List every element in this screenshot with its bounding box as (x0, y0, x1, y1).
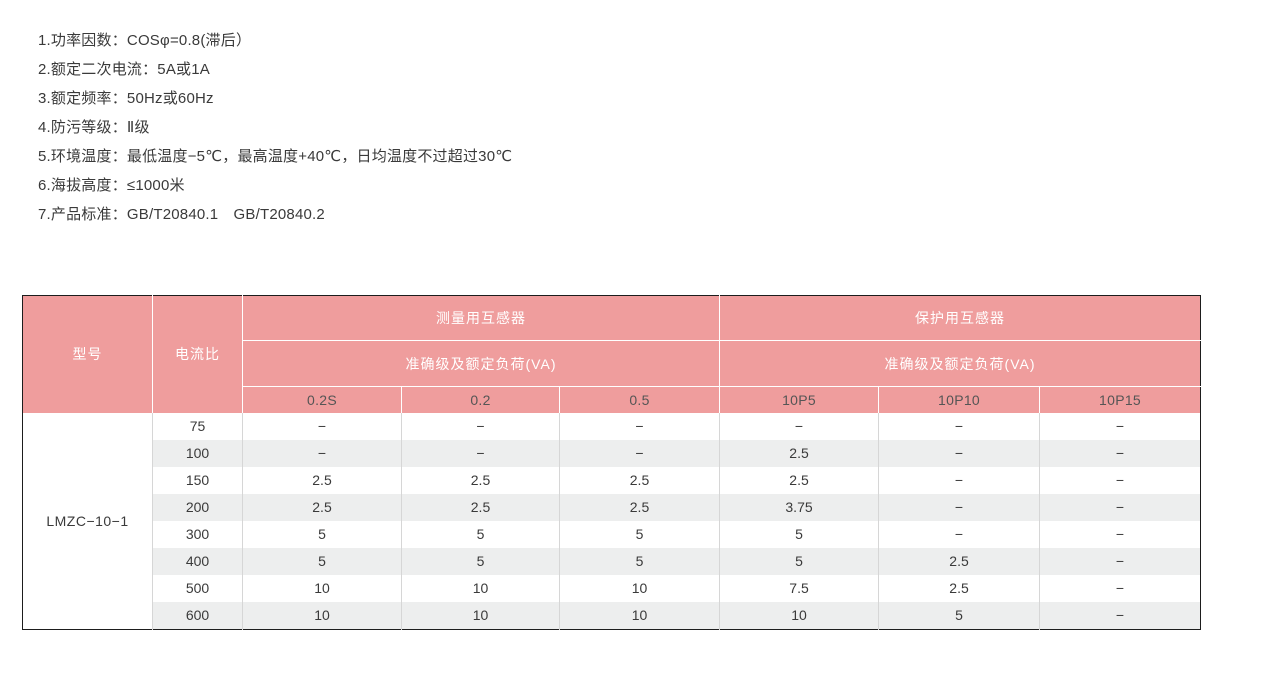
spec-table-container: 型号 电流比 测量用互感器 保护用互感器 准确级及额定负荷(VA) 准确级及额定… (22, 295, 1202, 630)
spec-line-7: 7.产品标准：GB/T20840.1 GB/T20840.2 (38, 206, 325, 223)
table-row: 600 10 10 10 10 5 − (23, 601, 1201, 629)
cell-10p10: − (878, 412, 1041, 440)
cell-0-5: − (559, 412, 721, 440)
cell-0-2: 10 (401, 601, 560, 629)
spec-line-3: 3.额定频率：50Hz或60Hz (38, 90, 214, 107)
header-group-measurement: 测量用互感器 (242, 295, 721, 341)
cell-ratio: 300 (152, 520, 243, 548)
cell-10p15: − (1039, 493, 1201, 521)
table-row: 200 2.5 2.5 2.5 3.75 − − (23, 493, 1201, 521)
header-row-classes: 0.2S 0.2 0.5 10P5 10P10 10P15 (23, 386, 1201, 413)
header-accuracy-burden-measurement: 准确级及额定负荷(VA) (242, 340, 721, 387)
cell-0-2s: 10 (242, 574, 402, 602)
header-class-10p15: 10P15 (1039, 386, 1201, 413)
cell-ratio: 75 (152, 412, 243, 440)
table-row: 300 5 5 5 5 − − (23, 520, 1201, 548)
cell-0-5: 2.5 (559, 493, 721, 521)
cell-10p10: 5 (878, 601, 1041, 629)
cell-10p10: − (878, 439, 1041, 467)
table-row: 150 2.5 2.5 2.5 2.5 − − (23, 466, 1201, 494)
transformer-spec-table: 型号 电流比 测量用互感器 保护用互感器 准确级及额定负荷(VA) 准确级及额定… (22, 295, 1202, 630)
cell-ratio: 500 (152, 574, 243, 602)
cell-0-2: − (401, 439, 560, 467)
cell-0-5: 5 (559, 520, 721, 548)
spec-line-6: 6.海拔高度：≤1000米 (38, 177, 185, 194)
table-row: 100 − − − 2.5 − − (23, 439, 1201, 467)
header-ratio: 电流比 (152, 295, 243, 413)
specification-list: 1.功率因数：COSφ=0.8(滞后） 2.额定二次电流：5A或1A 3.额定频… (38, 26, 1218, 229)
cell-10p10: 2.5 (878, 574, 1041, 602)
header-class-0-5: 0.5 (559, 386, 721, 413)
cell-0-2s: − (242, 412, 402, 440)
cell-10p5: 10 (719, 601, 880, 629)
header-class-10p10: 10P10 (878, 386, 1041, 413)
cell-ratio: 100 (152, 439, 243, 467)
cell-0-2: 2.5 (401, 466, 560, 494)
cell-10p5: 5 (719, 547, 880, 575)
cell-0-2: 5 (401, 520, 560, 548)
cell-10p10: − (878, 493, 1041, 521)
header-group-protection: 保护用互感器 (719, 295, 1201, 341)
cell-10p15: − (1039, 412, 1201, 440)
cell-0-2s: − (242, 439, 402, 467)
cell-10p15: − (1039, 439, 1201, 467)
cell-10p15: − (1039, 547, 1201, 575)
cell-0-2: 5 (401, 547, 560, 575)
table-head: 型号 电流比 测量用互感器 保护用互感器 准确级及额定负荷(VA) 准确级及额定… (22, 295, 1201, 413)
spec-line-4: 4.防污等级：Ⅱ级 (38, 119, 150, 136)
cell-10p5: 7.5 (719, 574, 880, 602)
cell-10p10: 2.5 (878, 547, 1041, 575)
cell-ratio: 150 (152, 466, 243, 494)
cell-0-5: 5 (559, 547, 721, 575)
spec-line-2: 2.额定二次电流：5A或1A (38, 61, 211, 78)
table-body: LMZC−10−1 75 − − − − − − 100 − − − 2.5 −… (22, 412, 1201, 629)
cell-0-5: − (559, 439, 721, 467)
cell-10p5: 2.5 (719, 439, 880, 467)
cell-model-name: LMZC−10−1 (22, 412, 153, 629)
cell-10p15: − (1039, 466, 1201, 494)
header-class-0-2: 0.2 (401, 386, 560, 413)
cell-0-2: − (401, 412, 560, 440)
cell-10p15: − (1039, 574, 1201, 602)
header-model: 型号 (22, 295, 153, 413)
table-row: LMZC−10−1 75 − − − − − − (22, 412, 1201, 629)
header-class-0-2s: 0.2S (242, 386, 402, 413)
cell-10p10: − (878, 520, 1041, 548)
cell-0-5: 10 (559, 574, 721, 602)
cell-10p5: 2.5 (719, 466, 880, 494)
spec-line-5: 5.环境温度：最低温度−5℃，最高温度+40℃，日均温度不过超过30℃ (38, 148, 513, 165)
cell-0-2s: 5 (242, 520, 402, 548)
cell-10p15: − (1039, 601, 1201, 629)
cell-0-2: 10 (401, 574, 560, 602)
cell-0-5: 10 (559, 601, 721, 629)
cell-0-5: 2.5 (559, 466, 721, 494)
cell-0-2s: 2.5 (242, 466, 402, 494)
table-row: 400 5 5 5 5 2.5 − (23, 547, 1201, 575)
table-row: 500 10 10 10 7.5 2.5 − (23, 574, 1201, 602)
cell-ratio: 400 (152, 547, 243, 575)
cell-10p15: − (1039, 520, 1201, 548)
spec-line-1: 1.功率因数：COSφ=0.8(滞后） (38, 32, 252, 49)
cell-10p5: 5 (719, 520, 880, 548)
header-row-burden: 准确级及额定负荷(VA) 准确级及额定负荷(VA) (23, 340, 1201, 387)
header-row-group: 型号 电流比 测量用互感器 保护用互感器 (22, 295, 1201, 413)
cell-10p5: 3.75 (719, 493, 880, 521)
cell-10p10: − (878, 466, 1041, 494)
cell-0-2s: 5 (242, 547, 402, 575)
cell-ratio: 600 (152, 601, 243, 629)
cell-0-2: 2.5 (401, 493, 560, 521)
cell-0-2s: 10 (242, 601, 402, 629)
cell-10p5: − (719, 412, 880, 440)
cell-ratio: 200 (152, 493, 243, 521)
header-class-10p5: 10P5 (719, 386, 880, 413)
header-accuracy-burden-protection: 准确级及额定负荷(VA) (719, 340, 1201, 387)
cell-0-2s: 2.5 (242, 493, 402, 521)
